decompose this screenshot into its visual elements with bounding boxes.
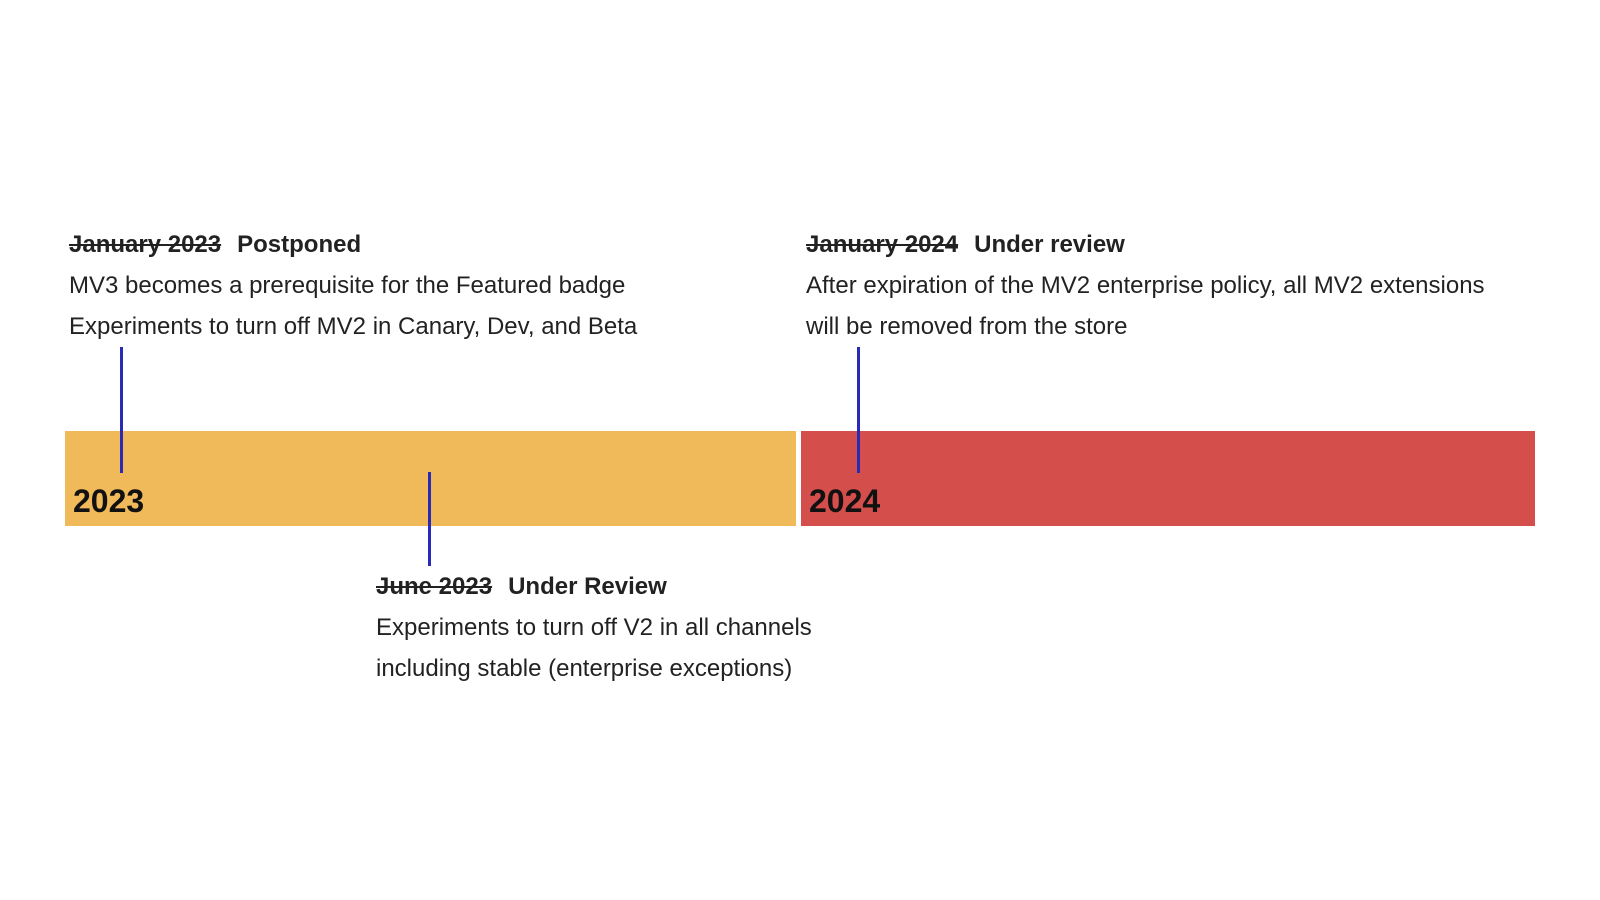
connector-june-2023	[428, 472, 431, 566]
status-label: Under Review	[508, 573, 667, 600]
milestone-january-2024: January 2024 Under review After expiratio…	[806, 224, 1485, 347]
milestone-line-1: After expiration of the MV2 enterprise p…	[806, 272, 1485, 299]
milestone-line-2: including stable (enterprise exceptions)	[376, 655, 793, 682]
milestone-line-1: MV3 becomes a prerequisite for the Featu…	[69, 272, 626, 299]
old-date: June 2023	[376, 573, 493, 600]
status-label: Under review	[974, 231, 1125, 258]
connector-january-2024	[857, 347, 860, 473]
status-label: Postponed	[237, 231, 362, 258]
year-label-2024: 2024	[809, 483, 881, 519]
milestone-january-2023: January 2023 Postponed MV3 becomes a prer…	[69, 224, 637, 347]
milestone-june-2023: June 2023 Under Review Experiments to tur…	[376, 566, 812, 689]
milestone-title: January 2023 Postponed	[69, 224, 637, 265]
milestone-line-2: will be removed from the store	[806, 313, 1128, 340]
milestone-line-1: Experiments to turn off V2 in all channe…	[376, 614, 812, 641]
connector-january-2023	[120, 347, 123, 473]
timeline-bar-2024: 2024	[801, 431, 1535, 526]
milestone-line-2: Experiments to turn off MV2 in Canary, D…	[69, 313, 638, 340]
milestone-title: June 2023 Under Review	[376, 566, 812, 607]
old-date: January 2023	[69, 231, 222, 258]
milestone-title: January 2024 Under review	[806, 224, 1485, 265]
old-date: January 2024	[806, 231, 959, 258]
year-label-2023: 2023	[73, 483, 145, 519]
